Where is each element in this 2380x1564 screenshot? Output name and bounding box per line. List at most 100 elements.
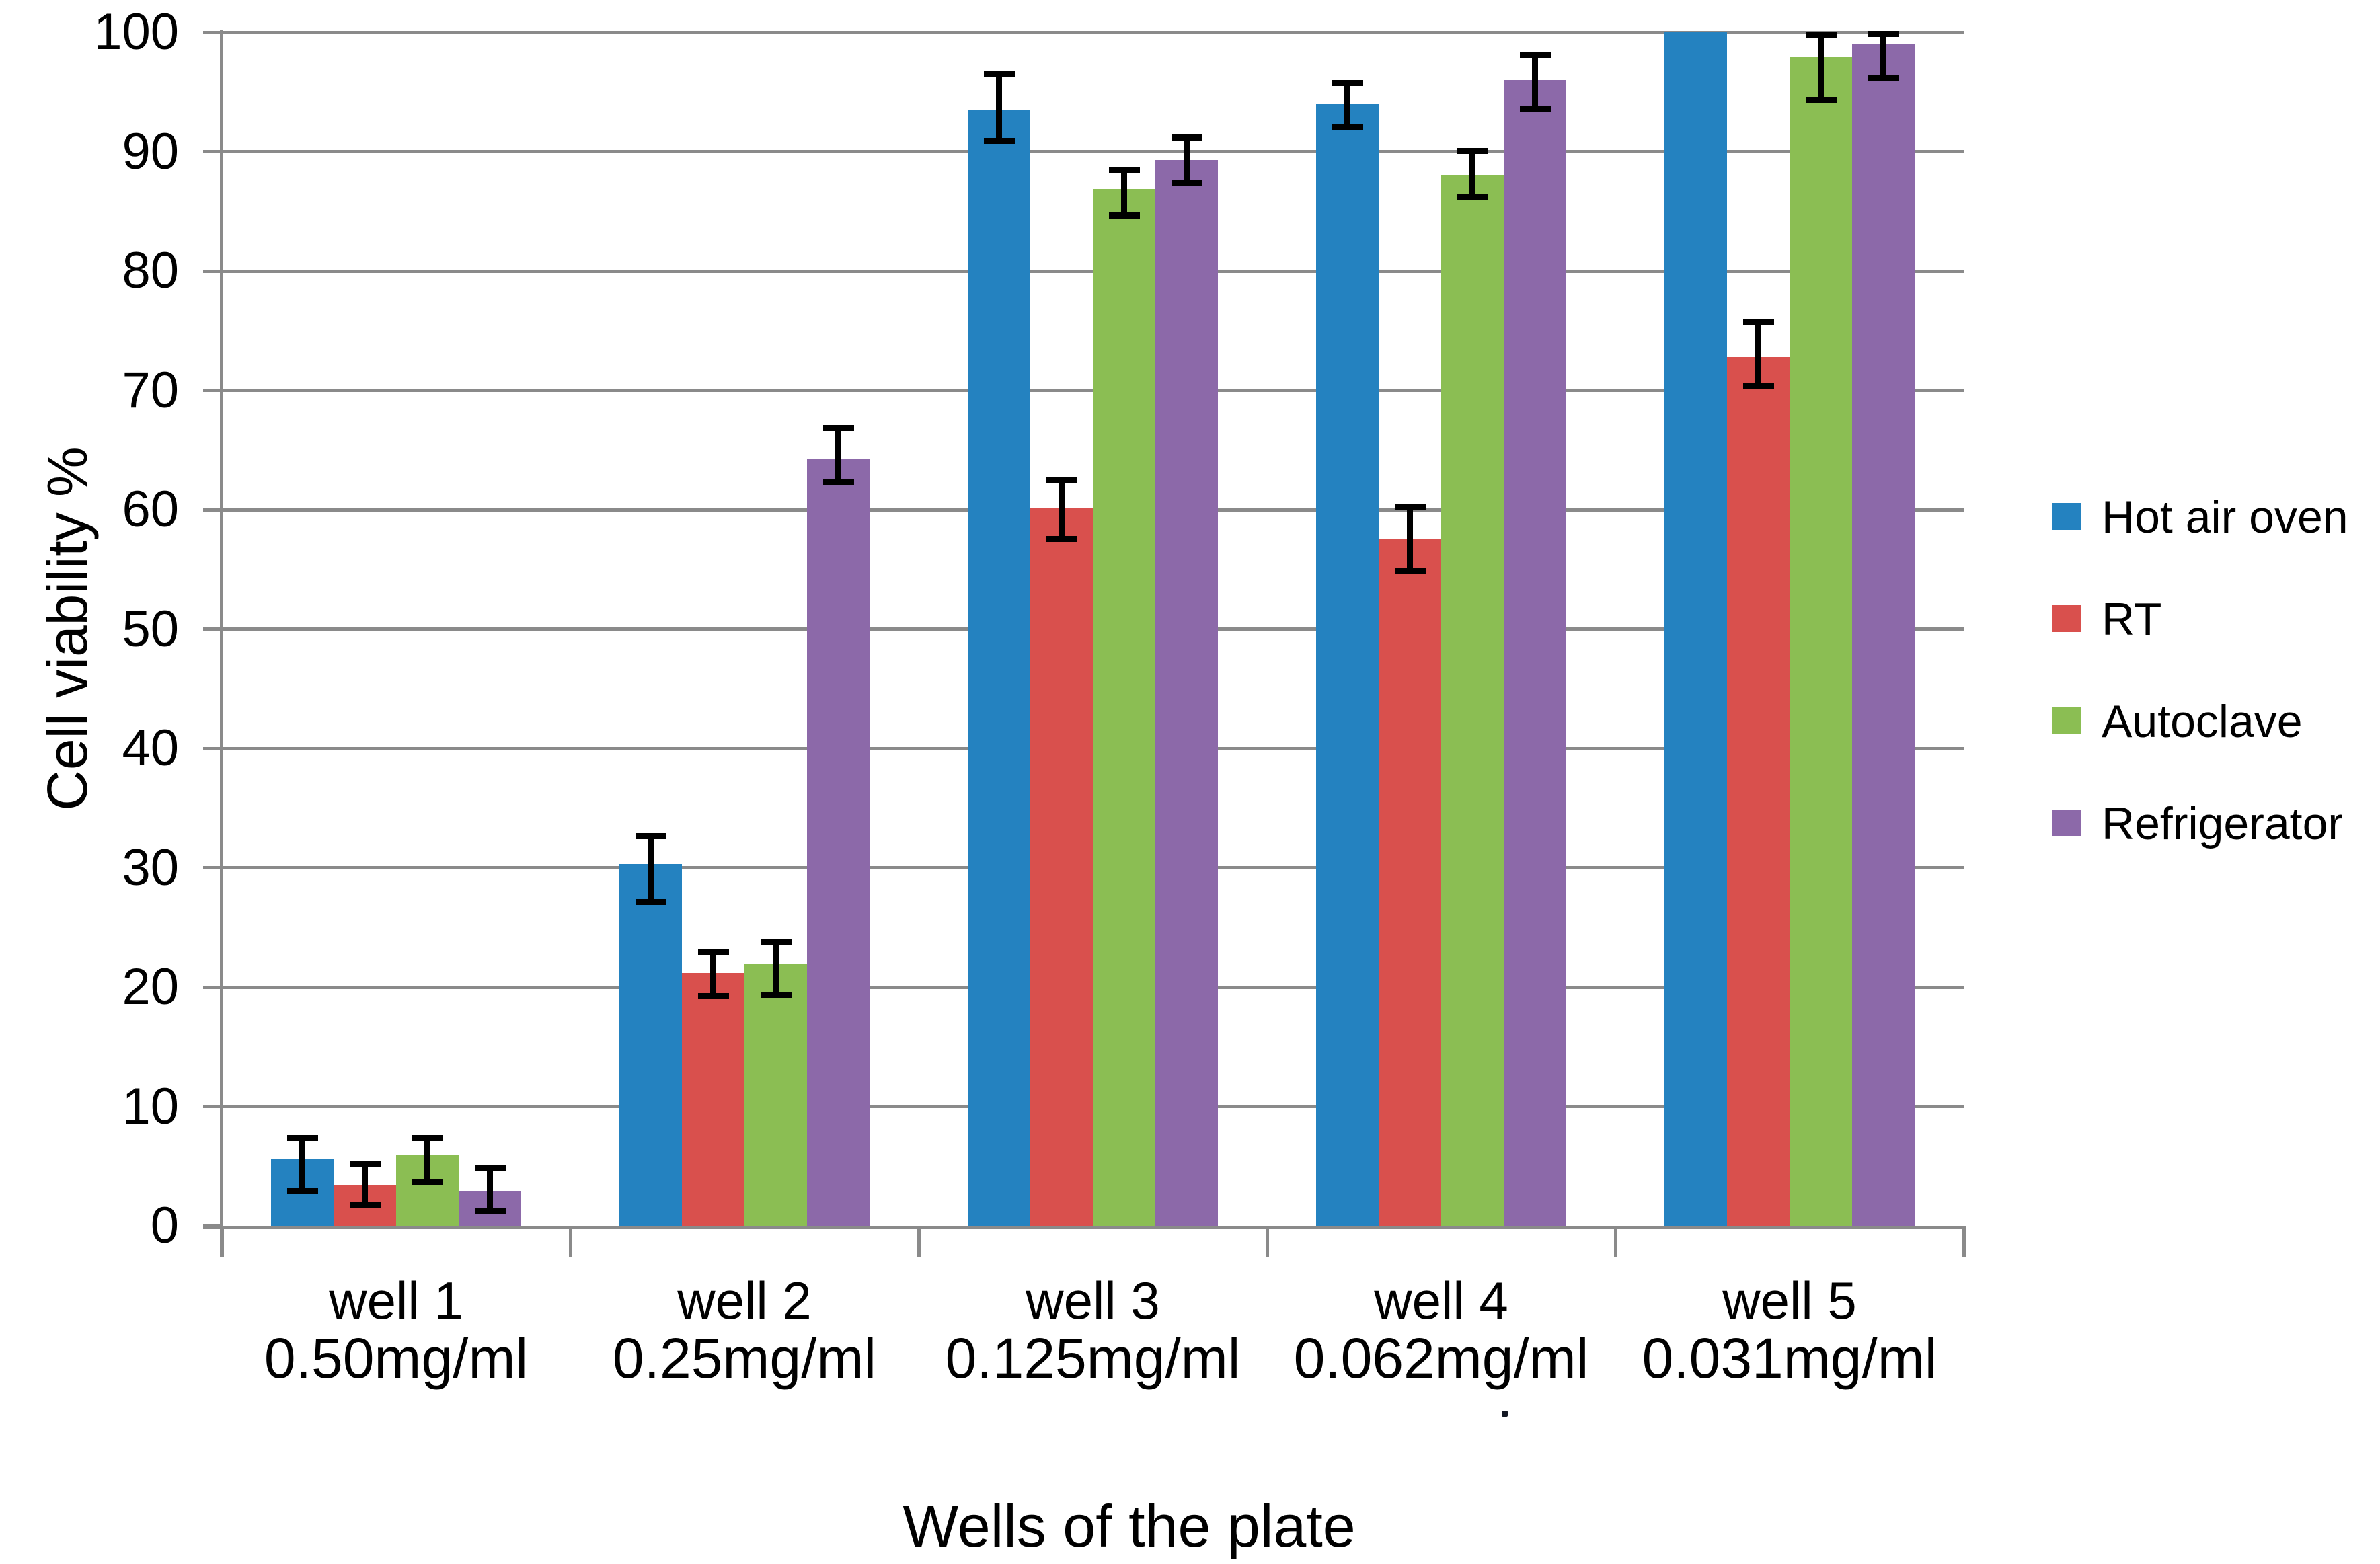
legend-swatch-rt [2052, 605, 2081, 632]
error-bar [1344, 82, 1350, 128]
error-bar-cap-bottom [697, 993, 729, 1000]
bar-autoclave [1790, 57, 1852, 1226]
x-category-well-label: well 5 [1722, 1271, 1857, 1330]
y-axis-tick [203, 746, 222, 750]
y-axis-tick [203, 1105, 222, 1108]
y-tick-label: 40 [122, 719, 179, 777]
error-bar-cap-bottom [1519, 106, 1551, 113]
bar-hot-air-oven [1316, 104, 1379, 1226]
error-bar [424, 1137, 430, 1183]
x-axis-tick [1265, 1226, 1269, 1257]
error-bar-cap-bottom [1457, 193, 1488, 200]
error-bar-cap-top [349, 1161, 381, 1167]
error-bar-cap-top [1332, 79, 1363, 86]
error-bar-cap-bottom [349, 1202, 381, 1208]
bar-refrigerator [807, 458, 870, 1226]
y-axis-tick [203, 627, 222, 631]
error-bar-cap-top [1046, 477, 1077, 483]
x-category-well-label: well 4 [1374, 1271, 1508, 1330]
error-bar-cap-bottom [635, 898, 666, 905]
bar-autoclave [1093, 188, 1155, 1226]
error-bar [1407, 506, 1413, 572]
x-category-concentration-label: 0.125mg/ml [945, 1327, 1241, 1390]
x-axis-line [203, 1226, 1964, 1229]
error-bar [1121, 169, 1127, 217]
error-bar-cap-bottom [1332, 124, 1363, 130]
legend-swatch-hot-air-oven [2052, 503, 2081, 530]
error-bar [1880, 33, 1886, 79]
bar-refrigerator [1852, 44, 1915, 1226]
y-tick-label: 80 [122, 242, 179, 299]
error-bar-cap-top [697, 948, 729, 955]
y-tick-label: 70 [122, 361, 179, 419]
y-gridline [222, 30, 1964, 34]
bar-rt [1727, 356, 1790, 1226]
error-bar-cap-bottom [1108, 212, 1140, 219]
error-bar [648, 835, 654, 902]
error-bar-cap-bottom [1171, 180, 1202, 187]
error-bar-cap-top [1519, 52, 1551, 58]
error-bar [773, 941, 779, 996]
bar-refrigerator [1504, 80, 1566, 1226]
bar-hot-air-oven [1664, 32, 1727, 1226]
error-bar-cap-top [1171, 134, 1202, 141]
legend-swatch-refrigerator [2052, 810, 2081, 836]
error-bar-cap-top [635, 832, 666, 839]
bar-rt [1379, 538, 1441, 1226]
error-bar [835, 427, 841, 483]
error-bar-cap-top [286, 1134, 318, 1141]
error-bar-cap-top [822, 424, 854, 431]
error-bar-cap-bottom [412, 1179, 443, 1186]
x-category-well-label: well 1 [329, 1271, 463, 1330]
y-tick-label: 20 [122, 958, 179, 1015]
x-axis-tick [1962, 1226, 1966, 1257]
x-category-concentration-label: 0.50mg/ml [264, 1327, 529, 1390]
error-bar-cap-top [983, 71, 1015, 78]
y-axis-line [220, 30, 223, 1257]
bar-rt [1030, 508, 1093, 1226]
error-bar [362, 1163, 368, 1206]
error-bar-cap-bottom [1742, 383, 1774, 390]
y-tick-label: 90 [122, 122, 179, 180]
error-bar-cap-top [1457, 147, 1488, 154]
y-axis-tick [203, 150, 222, 153]
y-axis-tick [203, 985, 222, 989]
y-axis-tick [203, 866, 222, 869]
y-axis-tick [203, 389, 222, 392]
bar-hot-air-oven [619, 864, 682, 1226]
error-bar-cap-top [412, 1134, 443, 1141]
error-bar-cap-bottom [1046, 536, 1077, 543]
error-bar-cap-top [1742, 318, 1774, 325]
error-bar [1818, 34, 1824, 101]
x-axis-title: Wells of the plate [903, 1493, 1356, 1559]
bar-refrigerator [1155, 159, 1218, 1226]
stray-dot-mark [1502, 1411, 1508, 1417]
error-bar [1184, 137, 1190, 184]
error-bar [1059, 479, 1065, 540]
error-bar-cap-bottom [1868, 75, 1899, 82]
error-bar [299, 1137, 305, 1191]
error-bar-cap-bottom [474, 1208, 506, 1214]
bar-hot-air-oven [968, 110, 1030, 1226]
y-axis-tick [203, 508, 222, 512]
x-axis-tick [220, 1226, 224, 1257]
y-axis-tick [203, 30, 222, 34]
y-tick-label: 100 [93, 3, 179, 61]
error-bar-cap-top [1108, 167, 1140, 173]
y-axis-tick [203, 269, 222, 273]
error-bar [1469, 150, 1475, 197]
y-tick-label: 10 [122, 1077, 179, 1135]
legend-swatch-autoclave [2052, 707, 2081, 734]
x-category-concentration-label: 0.031mg/ml [1642, 1327, 1937, 1390]
error-bar-cap-top [1805, 32, 1837, 38]
error-bar-cap-bottom [1805, 97, 1837, 104]
error-bar-cap-top [760, 939, 792, 945]
x-axis-tick [1613, 1226, 1617, 1257]
legend-label: Autoclave [2102, 696, 2303, 747]
error-bar-cap-bottom [822, 479, 854, 485]
error-bar [1532, 54, 1538, 110]
error-bar-cap-bottom [760, 992, 792, 999]
legend-label: Hot air oven [2102, 492, 2348, 543]
error-bar [1755, 321, 1761, 387]
